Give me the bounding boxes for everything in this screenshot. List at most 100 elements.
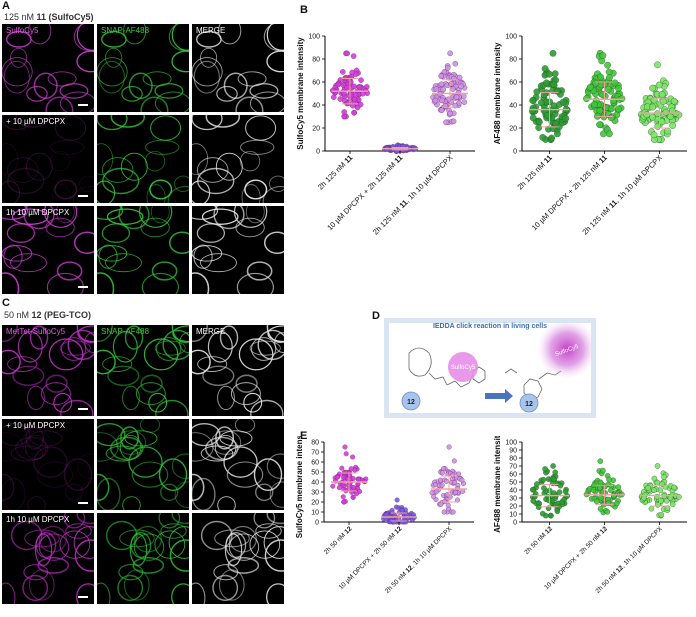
micrograph-a-r3-c1: 1h 10 µM DPCPX	[2, 206, 94, 294]
data-point	[452, 60, 459, 67]
y-axis-label: AF488 membrane intensity	[493, 436, 502, 533]
y-tick-label: 40	[509, 103, 517, 110]
data-point	[539, 134, 547, 141]
x-tick-label-part: 10 µM DPCPX + 2h 50 nM	[543, 531, 604, 592]
y-tick-label: 60	[311, 460, 319, 467]
dye-label-left: SulfoCy5	[451, 365, 476, 371]
y-axis-label: SulfoCy5 membrane intensity	[295, 436, 304, 538]
caption-a-post: (SulfoCy5)	[46, 12, 94, 22]
y-tick-label: 70	[509, 464, 517, 471]
x-tick-label-part: 2h 50 nM	[594, 570, 619, 595]
scale-bar	[78, 195, 88, 197]
data-point	[590, 487, 597, 493]
y-tick-label: 50	[311, 470, 319, 477]
panel-letter-a: A	[2, 0, 10, 12]
data-point	[355, 476, 361, 482]
y-tick-label: 20	[312, 126, 320, 133]
micrograph-a-r2-c3	[192, 115, 284, 203]
data-point	[658, 511, 665, 518]
data-point	[537, 99, 545, 107]
data-point	[658, 118, 666, 126]
x-tick-label-part: 2h 50 nM	[384, 570, 409, 595]
scale-bar	[78, 104, 88, 106]
data-point	[460, 488, 466, 494]
data-point	[535, 504, 542, 511]
micrograph-a-r3-c2	[97, 206, 189, 294]
data-point	[348, 466, 354, 472]
micrograph-c-r2-c1: + 10 µM DPCPX	[2, 419, 94, 510]
data-point	[671, 484, 677, 491]
data-point	[437, 477, 443, 483]
data-point	[602, 104, 610, 112]
y-axis-label: SulfoCy5 membrane intensity	[296, 37, 305, 150]
data-point	[654, 493, 660, 500]
data-point	[596, 121, 604, 129]
data-point	[654, 61, 661, 69]
y-tick-label: 40	[509, 488, 517, 495]
channel-header: MERGE	[196, 26, 226, 35]
data-point	[649, 113, 657, 121]
data-point	[443, 119, 449, 126]
panel-letter-d: D	[372, 310, 380, 322]
data-point	[347, 473, 353, 479]
data-point	[548, 512, 554, 519]
micrograph-a-r1-c2: SNAP-AF488	[97, 24, 189, 112]
data-point	[450, 509, 456, 515]
x-tick-label-part: 10 µM DPCPX + 2h 50 nM	[338, 531, 399, 592]
sulfocy5-glow-right	[537, 323, 591, 379]
data-point	[351, 109, 357, 116]
data-point	[341, 474, 347, 480]
data-point	[658, 91, 666, 98]
x-tick-label: 2h 125 nM 11, 1h 10 µM DPCPX	[371, 153, 454, 236]
panel-letter-e: E	[300, 430, 308, 442]
data-point	[444, 492, 450, 498]
scheme-title: IEDDA click reaction in living cells	[432, 323, 548, 330]
data-point	[615, 484, 622, 490]
data-point	[352, 92, 359, 98]
data-point	[334, 474, 340, 480]
y-tick-label: 100	[505, 34, 517, 41]
data-point	[529, 107, 536, 115]
data-point	[461, 99, 468, 105]
data-point	[654, 463, 661, 469]
compound-label-right: 12	[525, 401, 533, 408]
x-tick-label-part: , 1h 10 µM DPCPX	[410, 525, 454, 569]
data-point	[670, 97, 678, 105]
caption-a-pre: 125 nM	[4, 12, 37, 22]
data-point	[450, 472, 456, 478]
x-tick-label-part: 2h 125 nM	[580, 204, 613, 237]
data-point	[354, 104, 361, 111]
x-tick-label-part: 12	[615, 564, 625, 574]
micrograph-a-r2-c1: + 10 µM DPCPX	[2, 115, 94, 203]
x-tick-label-part: 11	[342, 153, 354, 165]
data-point	[438, 81, 445, 87]
data-point	[529, 97, 537, 104]
data-point	[549, 49, 557, 57]
data-point	[344, 84, 351, 91]
y-tick-label: 80	[509, 57, 517, 64]
x-tick-label-part: 12	[544, 525, 554, 535]
scale-bar	[78, 408, 88, 410]
x-tick-label-part: 11	[607, 198, 619, 210]
compound-label-left: 12	[407, 399, 415, 406]
data-point	[661, 474, 667, 480]
data-point	[662, 108, 670, 116]
data-point	[604, 509, 611, 515]
y-tick-label: 0	[513, 149, 517, 156]
y-axis-label: AF488 membrane intensity	[493, 42, 502, 144]
x-tick-label-part: 12	[393, 525, 403, 535]
y-tick-label: 40	[312, 103, 320, 110]
data-point	[562, 115, 570, 122]
data-point	[450, 118, 457, 125]
data-point	[596, 107, 604, 115]
data-point	[551, 70, 559, 78]
data-point	[340, 494, 346, 500]
micrograph-a-r3-c3	[192, 206, 284, 294]
data-point	[606, 130, 613, 138]
data-point	[433, 86, 440, 92]
y-tick-label: 70	[311, 450, 319, 457]
y-tick-label: 40	[311, 480, 319, 487]
data-point	[611, 79, 619, 87]
data-point	[445, 502, 451, 508]
